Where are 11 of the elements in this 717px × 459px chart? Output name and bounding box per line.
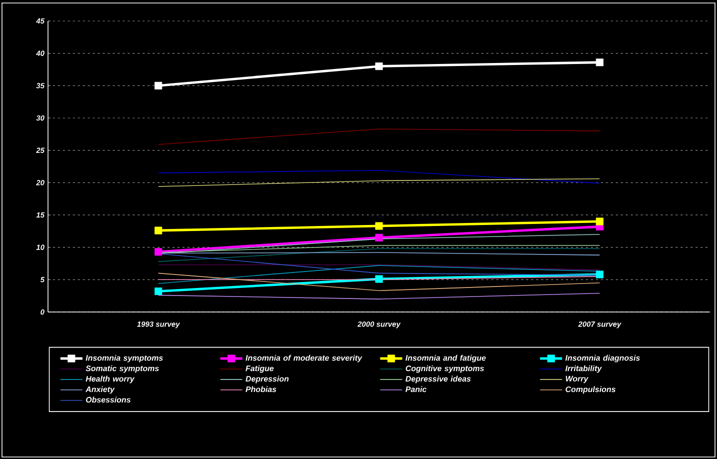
point xyxy=(596,58,604,66)
point xyxy=(596,218,604,226)
point xyxy=(375,222,383,230)
point xyxy=(154,82,162,90)
point xyxy=(154,248,162,256)
point xyxy=(375,234,383,242)
point xyxy=(154,288,162,296)
point xyxy=(596,270,604,278)
point xyxy=(375,275,383,283)
point xyxy=(375,62,383,70)
point xyxy=(154,226,162,234)
